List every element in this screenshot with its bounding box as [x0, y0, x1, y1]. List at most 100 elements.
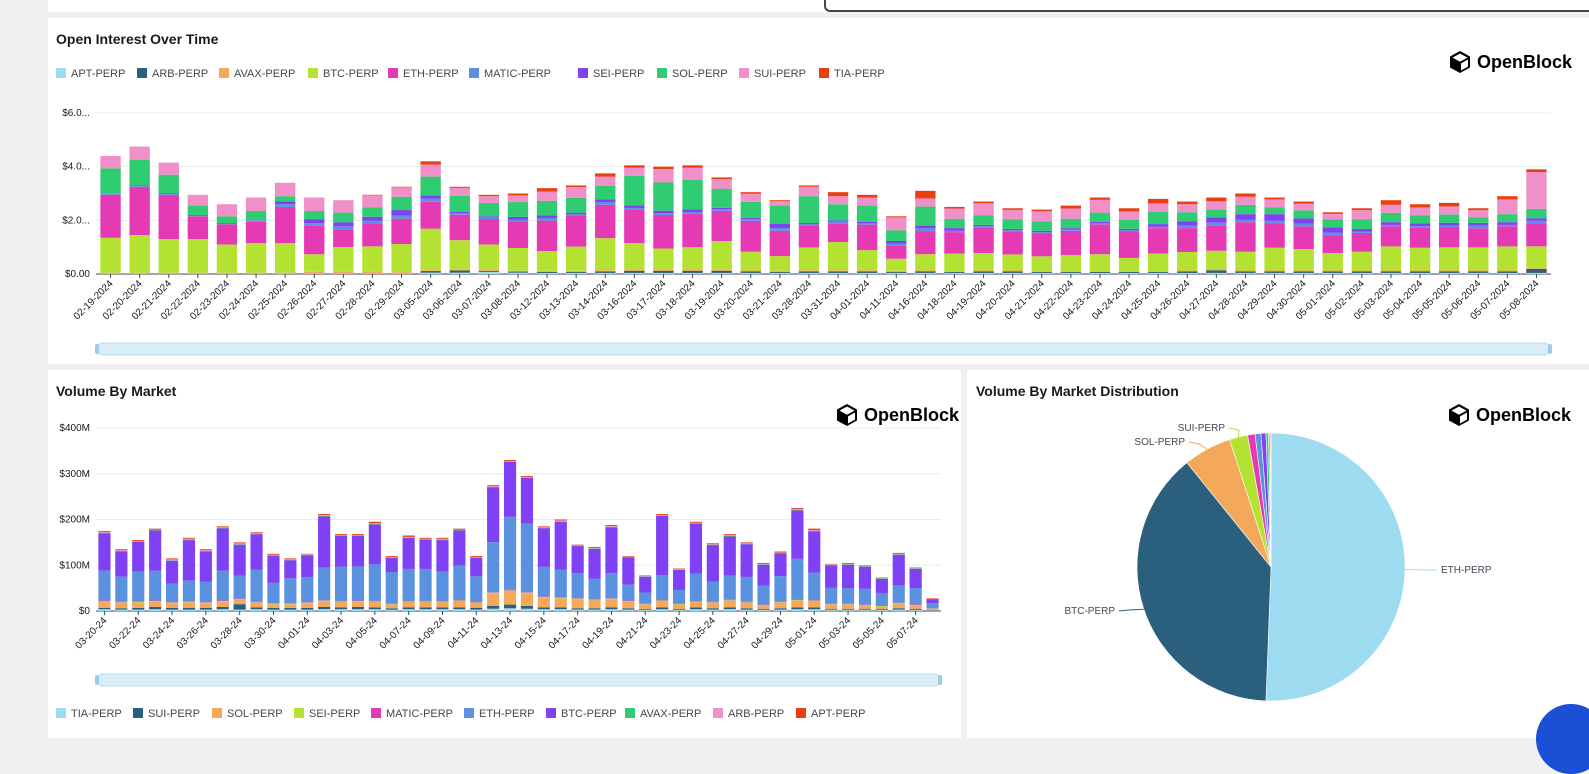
- bar-segment: [799, 271, 819, 273]
- bar-segment: [1206, 209, 1226, 217]
- bar-segment: [1119, 208, 1139, 211]
- bar-segment: [1439, 270, 1459, 271]
- bar-segment: [605, 573, 617, 598]
- bar-segment: [1264, 271, 1284, 273]
- pie-label-leader: [1189, 442, 1207, 449]
- bar-segment: [1061, 255, 1081, 271]
- bar-segment: [1177, 271, 1197, 272]
- bar-segment: [267, 554, 279, 555]
- bar-segment: [234, 610, 246, 611]
- bar-segment: [639, 610, 651, 611]
- bar-segment: [166, 561, 178, 584]
- bar-segment: [159, 175, 179, 194]
- bar-segment: [470, 610, 482, 611]
- bar-segment: [129, 273, 149, 274]
- legend-item: SOL-PERP: [212, 708, 283, 720]
- bar-segment: [1381, 271, 1401, 272]
- bar-segment: [1264, 248, 1284, 271]
- bar-segment: [893, 610, 905, 611]
- bar-segment: [1119, 231, 1139, 257]
- previous-panel-border: [824, 0, 1589, 12]
- bar-segment: [1293, 202, 1313, 204]
- bar-segment: [504, 517, 516, 590]
- bar-segment: [828, 223, 848, 242]
- bar-segment: [588, 610, 600, 611]
- legend-swatch: [56, 68, 66, 78]
- bar-segment: [624, 208, 644, 210]
- bar-segment: [1264, 198, 1284, 200]
- legend-swatch: [713, 708, 723, 718]
- bar-segment: [1235, 214, 1255, 219]
- bar-segment: [1439, 215, 1459, 223]
- legend-label: SEI-PERP: [593, 68, 644, 80]
- bar-segment: [1119, 229, 1139, 230]
- bar-segment: [149, 529, 161, 530]
- bar-segment: [1032, 221, 1052, 230]
- bar-segment: [508, 194, 528, 196]
- bar-segment: [479, 271, 499, 272]
- bar-segment: [1381, 222, 1401, 225]
- bar-segment: [588, 608, 600, 609]
- legend-item: TIA-PERP: [56, 708, 122, 720]
- bar-segment: [1468, 217, 1488, 222]
- bar-segment: [886, 230, 906, 241]
- bar-segment: [595, 238, 615, 270]
- bar-segment: [1235, 222, 1255, 252]
- y-tick-label: $300M: [59, 469, 90, 480]
- legend-label: APT-PERP: [71, 68, 125, 80]
- bar-segment: [690, 609, 702, 611]
- bar-segment: [1410, 224, 1430, 227]
- bar-segment: [808, 609, 820, 611]
- bar-segment: [857, 225, 877, 250]
- bar-segment: [770, 272, 790, 273]
- bar-segment: [391, 187, 411, 196]
- bar-segment: [1177, 271, 1197, 273]
- bar-segment: [1468, 208, 1488, 210]
- bar-segment: [711, 189, 731, 208]
- bar-segment: [1032, 232, 1052, 233]
- bar-segment: [1002, 271, 1022, 273]
- bar-segment: [555, 570, 567, 597]
- bar-segment: [391, 215, 411, 218]
- bar-segment: [188, 206, 208, 215]
- bar-segment: [707, 610, 719, 611]
- bar-segment: [391, 219, 411, 244]
- bar-segment: [799, 224, 819, 226]
- legend-label: MATIC-PERP: [386, 708, 453, 720]
- bar-segment: [653, 213, 673, 215]
- bar-segment: [1032, 273, 1052, 274]
- legend-label: ETH-PERP: [403, 68, 459, 80]
- bar-segment: [200, 603, 212, 608]
- bar-segment: [682, 168, 702, 180]
- bar-segment: [267, 604, 279, 608]
- bar-segment: [537, 273, 557, 274]
- bar-segment: [1293, 218, 1313, 223]
- bar-segment: [808, 607, 820, 609]
- bar-segment: [420, 270, 440, 271]
- bar-segment: [624, 243, 644, 270]
- bar-segment: [537, 192, 557, 201]
- legend-label: SUI-PERP: [754, 68, 806, 80]
- bar-segment: [808, 529, 820, 530]
- bar-segment: [391, 272, 411, 273]
- pie-slice: [1266, 433, 1405, 701]
- bar-segment: [724, 609, 736, 611]
- bar-segment: [711, 271, 731, 273]
- bar-segment: [369, 525, 381, 565]
- bar-segment: [450, 271, 470, 273]
- bar-segment: [487, 609, 499, 611]
- bar-segment: [487, 487, 499, 542]
- bar-segment: [944, 207, 964, 209]
- bar-segment: [537, 218, 557, 221]
- bar-segment: [436, 538, 448, 539]
- bar-segment: [1002, 230, 1022, 231]
- bar-segment: [132, 602, 144, 607]
- bar-segment: [335, 536, 347, 567]
- bar-segment: [857, 270, 877, 271]
- bar-segment: [791, 607, 803, 609]
- bar-segment: [275, 183, 295, 196]
- bar-segment: [707, 545, 719, 581]
- bar-segment: [842, 565, 854, 588]
- bar-segment: [1323, 273, 1343, 274]
- x-tick-label: 05-03-24: [817, 615, 853, 651]
